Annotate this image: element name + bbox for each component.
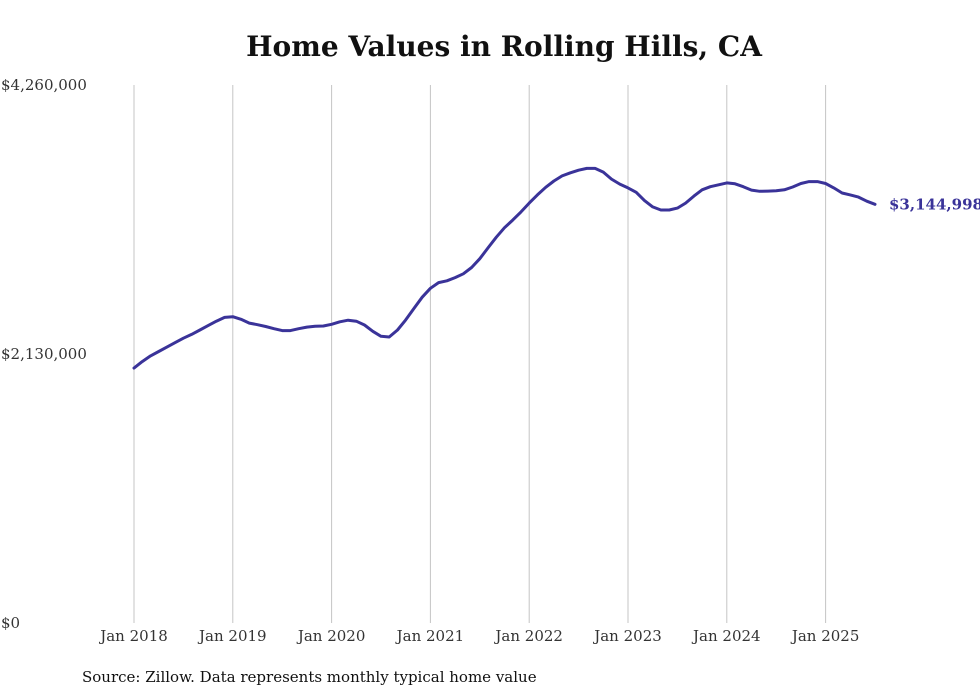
x-tick-label: Jan 2018 <box>98 627 168 645</box>
y-tick-label: $0 <box>1 614 20 632</box>
x-tick-label: Jan 2020 <box>296 627 366 645</box>
end-labels: $3,144,998 <box>889 195 980 213</box>
x-axis-ticks: Jan 2018 Jan 2019 Jan 2020 Jan 2021 Jan 2022… <box>98 627 859 645</box>
y-axis-ticks: $4,260,000 $2,130,000 $0 <box>1 76 87 632</box>
x-tick-label: Jan 2019 <box>197 627 267 645</box>
x-tick-label: Jan 2022 <box>493 627 563 645</box>
y-tick-label: $4,260,000 <box>1 76 87 94</box>
end-value-label: $3,144,998 <box>889 195 980 213</box>
x-tick-label: Jan 2024 <box>691 627 761 645</box>
x-tick-label: Jan 2025 <box>790 627 860 645</box>
y-tick-label: $2,130,000 <box>1 345 87 363</box>
chart-title: Home Values in Rolling Hills, CA <box>246 30 762 63</box>
series-lines <box>132 166 877 370</box>
x-tick-label: Jan 2023 <box>592 627 662 645</box>
series-line-0 <box>132 166 877 370</box>
grid-lines <box>133 85 827 623</box>
x-tick-label: Jan 2021 <box>395 627 465 645</box>
source-note: Source: Zillow. Data represents monthly … <box>82 668 537 686</box>
